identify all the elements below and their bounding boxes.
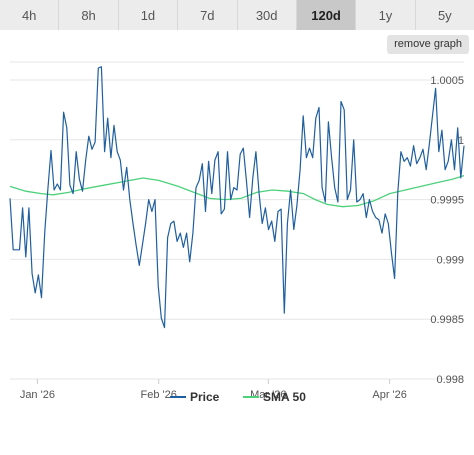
x-tick-label: Mar '26	[250, 389, 286, 401]
remove-graph-button[interactable]: remove graph	[387, 35, 469, 54]
price-chart: 0.998 0.9985 0.999 0.9995 1 1.0005 Jan '26 Feb…	[9, 61, 465, 404]
series-lines	[9, 66, 465, 329]
y-tick-label: 1	[458, 135, 464, 147]
y-tick-label: 0.998	[436, 374, 464, 386]
x-tick-label: Apr '26	[372, 389, 407, 401]
range-tab-8h[interactable]: 8h	[59, 0, 119, 30]
series-line-sma-50	[9, 174, 465, 208]
y-tick-label: 0.999	[436, 254, 464, 266]
legend-label: Price	[190, 390, 220, 404]
x-tick-label: Jan '26	[20, 389, 55, 401]
range-tabs: 4h 8h 1d 7d 30d 120d 1y 5y	[0, 0, 474, 30]
range-tab-120d[interactable]: 120d	[296, 0, 357, 30]
y-tick-label: 1.0005	[430, 75, 464, 87]
grid-lines	[10, 61, 464, 380]
legend-label: SMA 50	[263, 390, 306, 404]
y-tick-label: 0.9995	[430, 195, 464, 207]
range-tab-1d[interactable]: 1d	[118, 0, 179, 30]
range-tab-5y[interactable]: 5y	[415, 0, 474, 30]
range-tab-30d[interactable]: 30d	[237, 0, 297, 30]
range-tab-7d[interactable]: 7d	[178, 0, 238, 30]
x-axis-ticks: Jan '26 Feb '26 Mar '26 Apr '26	[20, 379, 407, 401]
legend-item-price[interactable]: Price	[170, 390, 220, 404]
range-tab-1y[interactable]: 1y	[356, 0, 416, 30]
x-tick-label: Feb '26	[141, 389, 177, 401]
y-axis-ticks: 0.998 0.9985 0.999 0.9995 1 1.0005	[430, 75, 464, 386]
legend: Price SMA 50	[170, 390, 306, 404]
legend-item-sma-50[interactable]: SMA 50	[243, 390, 306, 404]
y-tick-label: 0.9985	[430, 314, 464, 326]
series-line-price	[9, 66, 465, 329]
range-tab-4h[interactable]: 4h	[0, 0, 60, 30]
